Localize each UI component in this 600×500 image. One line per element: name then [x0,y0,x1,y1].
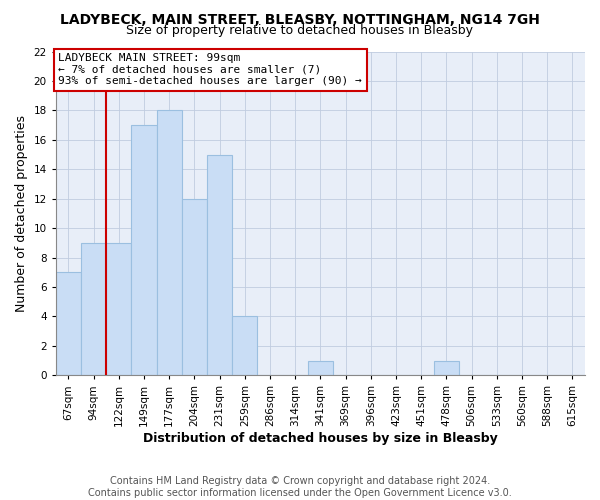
Bar [232,316,257,376]
Bar [182,198,207,376]
Bar [131,125,157,376]
X-axis label: Distribution of detached houses by size in Bleasby: Distribution of detached houses by size … [143,432,498,445]
Bar [434,360,459,376]
Text: Contains HM Land Registry data © Crown copyright and database right 2024.
Contai: Contains HM Land Registry data © Crown c… [88,476,512,498]
Text: Size of property relative to detached houses in Bleasby: Size of property relative to detached ho… [127,24,473,37]
Bar [157,110,182,376]
Text: LADYBECK MAIN STREET: 99sqm
← 7% of detached houses are smaller (7)
93% of semi-: LADYBECK MAIN STREET: 99sqm ← 7% of deta… [58,53,362,86]
Bar [56,272,81,376]
Bar [106,243,131,376]
Bar [81,243,106,376]
Bar [308,360,333,376]
Bar [207,154,232,376]
Text: LADYBECK, MAIN STREET, BLEASBY, NOTTINGHAM, NG14 7GH: LADYBECK, MAIN STREET, BLEASBY, NOTTINGH… [60,12,540,26]
Y-axis label: Number of detached properties: Number of detached properties [15,115,28,312]
